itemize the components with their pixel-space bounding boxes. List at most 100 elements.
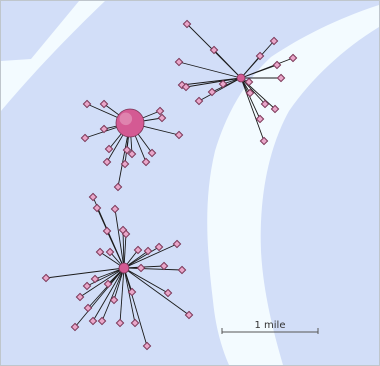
south-cluster-node-marker[interactable] xyxy=(105,247,115,257)
south-cluster-node-marker[interactable] xyxy=(75,292,85,302)
south-cluster-link xyxy=(106,230,125,269)
northeast-cluster-node-marker[interactable] xyxy=(255,51,265,61)
south-cluster-node-marker[interactable] xyxy=(154,242,164,252)
central-cluster-node-marker[interactable] xyxy=(120,159,130,169)
south-cluster-node-marker[interactable] xyxy=(121,229,131,239)
central-cluster-node-marker[interactable] xyxy=(82,99,92,109)
south-cluster-link xyxy=(123,243,178,269)
south-cluster-node-marker[interactable] xyxy=(127,287,137,297)
south-cluster-node-marker[interactable] xyxy=(172,239,182,249)
south-cluster-link xyxy=(123,233,127,269)
south-cluster-node-marker[interactable] xyxy=(41,273,51,283)
south-cluster-node-marker[interactable] xyxy=(143,246,153,256)
south-cluster-link xyxy=(123,267,148,347)
central-cluster-node-marker[interactable] xyxy=(102,157,112,167)
south-cluster-link xyxy=(113,267,125,301)
northeast-cluster-link xyxy=(213,49,242,79)
south-cluster-node-marker[interactable] xyxy=(184,310,194,320)
south-cluster-node-marker[interactable] xyxy=(97,316,107,326)
south-cluster-node-marker[interactable] xyxy=(92,203,102,213)
south-cluster-link xyxy=(123,267,169,294)
south-cluster-node-marker[interactable] xyxy=(88,192,98,202)
central-cluster-node-marker[interactable] xyxy=(113,182,123,192)
south-cluster-node-marker[interactable] xyxy=(70,322,80,332)
south-cluster-node-marker[interactable] xyxy=(103,279,113,289)
south-cluster-link xyxy=(74,267,125,328)
south-cluster-node-marker[interactable] xyxy=(95,247,105,257)
central-cluster-hub-marker[interactable] xyxy=(115,108,145,138)
south-cluster-link xyxy=(123,267,190,316)
south-cluster-link xyxy=(122,229,125,269)
south-cluster-node-marker[interactable] xyxy=(115,318,125,328)
northeast-cluster-node-marker[interactable] xyxy=(255,114,265,124)
northeast-cluster-hub-marker[interactable] xyxy=(236,73,246,83)
central-cluster-node-marker[interactable] xyxy=(155,106,165,116)
northeast-cluster-link xyxy=(240,77,266,105)
northeast-cluster-node-marker[interactable] xyxy=(194,96,204,106)
south-cluster-node-marker[interactable] xyxy=(177,265,187,275)
south-cluster-node-marker[interactable] xyxy=(136,263,146,273)
south-cluster-node-marker[interactable] xyxy=(159,261,169,271)
central-cluster-node-marker[interactable] xyxy=(122,145,132,155)
hubs-layer xyxy=(115,73,246,274)
northeast-cluster-node-marker[interactable] xyxy=(207,87,217,97)
northeast-cluster-node-marker[interactable] xyxy=(270,104,280,114)
northeast-cluster-node-marker[interactable] xyxy=(276,73,286,83)
south-cluster-node-marker[interactable] xyxy=(142,341,152,351)
northeast-cluster-node-marker[interactable] xyxy=(272,60,282,70)
northeast-cluster-link xyxy=(240,77,261,120)
south-cluster-link xyxy=(92,267,125,322)
nodes-layer xyxy=(41,19,298,351)
northeast-cluster-node-marker[interactable] xyxy=(245,88,255,98)
south-cluster-link xyxy=(114,208,125,269)
south-cluster-node-marker[interactable] xyxy=(110,204,120,214)
south-cluster-node-marker[interactable] xyxy=(133,245,143,255)
northeast-cluster-node-marker[interactable] xyxy=(177,80,187,90)
northeast-cluster-node-marker[interactable] xyxy=(181,82,191,92)
central-cluster-node-marker[interactable] xyxy=(80,133,90,143)
central-cluster-node-marker[interactable] xyxy=(127,149,137,159)
northeast-cluster-node-marker[interactable] xyxy=(288,53,298,63)
south-cluster-node-marker[interactable] xyxy=(90,274,100,284)
south-cluster-node-marker[interactable] xyxy=(83,303,93,313)
northeast-cluster-node-marker[interactable] xyxy=(259,136,269,146)
northeast-cluster-link xyxy=(178,61,242,79)
south-cluster-link xyxy=(101,267,125,322)
scale-bar: 1 mile xyxy=(221,320,319,334)
central-cluster-node-marker[interactable] xyxy=(104,144,114,154)
south-cluster-node-marker[interactable] xyxy=(130,318,140,328)
south-cluster-link xyxy=(123,246,160,269)
south-cluster-node-marker[interactable] xyxy=(109,295,119,305)
south-cluster-node-marker[interactable] xyxy=(163,288,173,298)
northeast-cluster-node-marker[interactable] xyxy=(269,36,279,46)
central-cluster-node-marker[interactable] xyxy=(99,99,109,109)
northeast-cluster-node-marker[interactable] xyxy=(218,79,228,89)
northeast-cluster-link xyxy=(198,77,242,102)
south-cluster-node-marker[interactable] xyxy=(102,226,112,236)
land-west-strip xyxy=(1,1,79,61)
central-cluster-node-marker[interactable] xyxy=(147,148,157,158)
south-cluster-link xyxy=(79,267,125,298)
central-cluster-node-marker[interactable] xyxy=(141,157,151,167)
northeast-cluster-link xyxy=(185,77,242,88)
central-cluster-node-marker[interactable] xyxy=(99,124,109,134)
northeast-cluster-node-marker[interactable] xyxy=(174,57,184,67)
scale-bar-label: 1 mile xyxy=(255,320,286,331)
central-cluster-node-marker[interactable] xyxy=(174,130,184,140)
northeast-cluster-node-marker[interactable] xyxy=(182,19,192,29)
south-cluster-link xyxy=(119,267,125,324)
northeast-cluster-node-marker[interactable] xyxy=(209,45,219,55)
central-cluster-node-marker[interactable] xyxy=(157,113,167,123)
land-east-island xyxy=(260,27,379,365)
south-cluster-link xyxy=(86,267,125,287)
northeast-cluster-node-marker[interactable] xyxy=(260,99,270,109)
south-cluster-node-marker[interactable] xyxy=(88,316,98,326)
south-cluster-hub-marker[interactable] xyxy=(118,262,130,274)
northeast-cluster-link xyxy=(240,77,265,142)
northeast-cluster-node-marker[interactable] xyxy=(244,77,254,87)
central-cluster-hub-highlight xyxy=(119,112,133,126)
south-cluster-node-marker[interactable] xyxy=(82,281,92,291)
